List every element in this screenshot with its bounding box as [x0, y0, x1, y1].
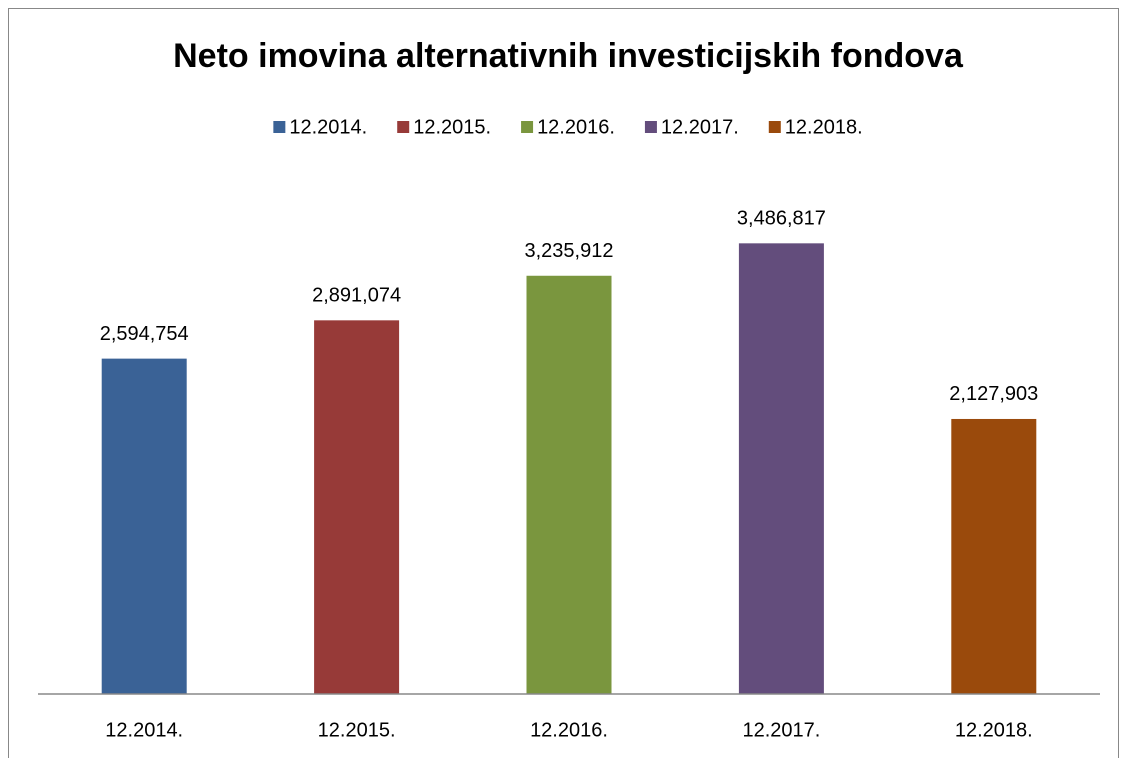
legend: 12.2014. 12.2015. 12.2016. 12.2017. 12.2018.: [273, 116, 863, 138]
legend-swatch: [273, 121, 286, 133]
legend-label: 12.2017.: [661, 116, 739, 138]
x-tick-label: 12.2015.: [318, 719, 396, 741]
data-label: 3,235,912: [525, 240, 614, 262]
bar: [526, 275, 612, 694]
data-label: 2,594,754: [100, 323, 189, 345]
data-label: 2,127,903: [949, 383, 1038, 405]
legend-label: 12.2015.: [413, 116, 491, 138]
chart-title: Neto imovina alternativnih investicijski…: [173, 37, 964, 75]
bar: [951, 418, 1037, 694]
bar: [101, 358, 187, 694]
legend-swatch: [644, 121, 657, 133]
legend-swatch: [768, 121, 781, 133]
data-label: 3,486,817: [737, 208, 826, 230]
x-tick-label: 12.2017.: [742, 719, 820, 741]
x-tick-label: 12.2018.: [955, 719, 1033, 741]
legend-label: 12.2018.: [785, 116, 863, 138]
x-tick-label: 12.2014.: [105, 719, 183, 741]
bar: [314, 320, 400, 694]
legend-label: 12.2014.: [289, 116, 367, 138]
legend-label: 12.2016.: [537, 116, 615, 138]
legend-swatch: [521, 121, 534, 133]
data-label: 2,891,074: [312, 285, 401, 307]
legend-swatch: [397, 121, 410, 133]
bar: [738, 243, 824, 694]
x-tick-label: 12.2016.: [530, 719, 608, 741]
